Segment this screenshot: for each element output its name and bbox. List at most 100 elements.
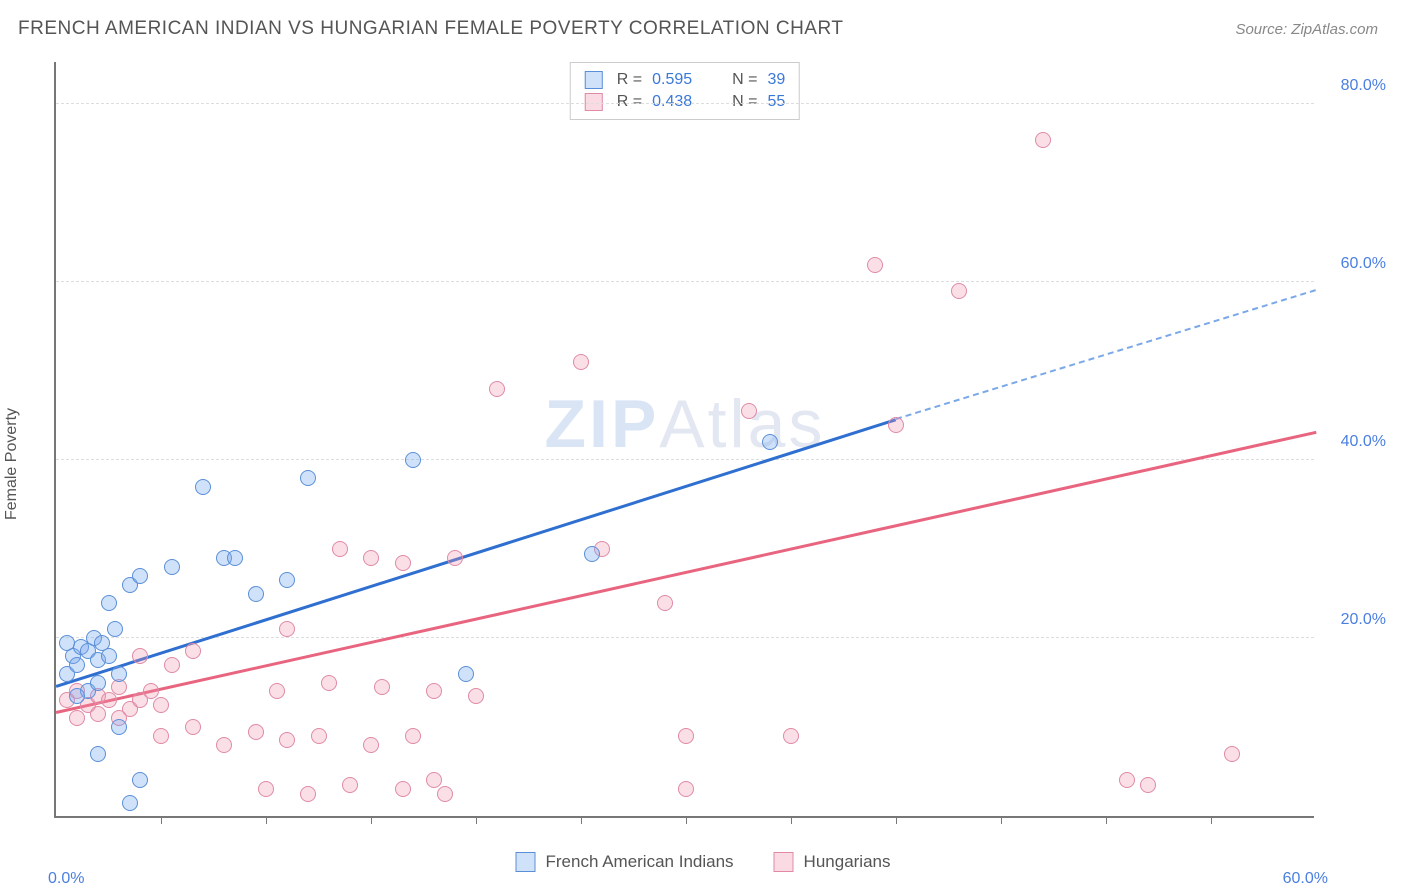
data-point	[101, 692, 117, 708]
data-point	[153, 728, 169, 744]
data-point	[185, 719, 201, 735]
data-point	[300, 470, 316, 486]
data-point	[741, 403, 757, 419]
data-point	[332, 541, 348, 557]
data-point	[1035, 132, 1051, 148]
x-tick	[896, 816, 897, 824]
n-label: N =	[732, 93, 757, 111]
data-point	[248, 586, 264, 602]
data-point	[447, 550, 463, 566]
data-point	[69, 710, 85, 726]
swatch-blue	[516, 852, 536, 872]
data-point	[164, 657, 180, 673]
data-point	[426, 683, 442, 699]
x-tick	[1106, 816, 1107, 824]
data-point	[258, 781, 274, 797]
data-point	[90, 706, 106, 722]
data-point	[101, 648, 117, 664]
r-value-1: 0.595	[652, 71, 708, 89]
r-label: R =	[617, 93, 642, 111]
data-point	[59, 635, 75, 651]
data-point	[279, 572, 295, 588]
data-point	[405, 728, 421, 744]
data-point	[374, 679, 390, 695]
swatch-pink	[585, 93, 603, 111]
data-point	[783, 728, 799, 744]
x-tick	[1211, 816, 1212, 824]
data-point	[90, 675, 106, 691]
x-tick	[1001, 816, 1002, 824]
x-max-label: 60.0%	[1283, 870, 1328, 888]
data-point	[311, 728, 327, 744]
n-value-2: 55	[767, 93, 785, 111]
legend-row-series1: R = 0.595 N = 39	[585, 69, 785, 91]
data-point	[395, 555, 411, 571]
data-point	[678, 781, 694, 797]
legend-item-1: French American Indians	[516, 852, 734, 872]
data-point	[489, 381, 505, 397]
trend-line	[896, 289, 1317, 420]
data-point	[951, 283, 967, 299]
data-point	[132, 648, 148, 664]
y-tick-label: 80.0%	[1341, 77, 1386, 95]
x-min-label: 0.0%	[48, 870, 84, 888]
x-tick	[686, 816, 687, 824]
data-point	[90, 746, 106, 762]
data-point	[111, 719, 127, 735]
n-label: N =	[732, 71, 757, 89]
data-point	[300, 786, 316, 802]
y-tick-label: 20.0%	[1341, 611, 1386, 629]
data-point	[69, 657, 85, 673]
data-point	[195, 479, 211, 495]
x-tick	[161, 816, 162, 824]
y-axis-label: Female Poverty	[3, 408, 21, 520]
source-attribution: Source: ZipAtlas.com	[1235, 21, 1378, 38]
r-label: R =	[617, 71, 642, 89]
gridline	[56, 459, 1314, 460]
data-point	[132, 772, 148, 788]
data-point	[1119, 772, 1135, 788]
data-point	[342, 777, 358, 793]
legend-label-1: French American Indians	[546, 852, 734, 872]
data-point	[1224, 746, 1240, 762]
trend-line	[56, 431, 1317, 714]
y-tick-label: 60.0%	[1341, 255, 1386, 273]
x-tick	[266, 816, 267, 824]
gridline	[56, 281, 1314, 282]
data-point	[216, 737, 232, 753]
plot-area: ZIPAtlas R = 0.595 N = 39 R = 0.438 N = …	[54, 62, 1314, 818]
data-point	[269, 683, 285, 699]
y-tick-label: 40.0%	[1341, 433, 1386, 451]
legend-label-2: Hungarians	[804, 852, 891, 872]
legend-item-2: Hungarians	[774, 852, 891, 872]
correlation-legend: R = 0.595 N = 39 R = 0.438 N = 55	[570, 62, 800, 120]
watermark-bold: ZIP	[545, 386, 660, 462]
watermark: ZIPAtlas	[545, 385, 826, 463]
data-point	[437, 786, 453, 802]
data-point	[248, 724, 264, 740]
data-point	[69, 688, 85, 704]
data-point	[468, 688, 484, 704]
x-tick	[581, 816, 582, 824]
data-point	[122, 795, 138, 811]
data-point	[153, 697, 169, 713]
data-point	[573, 354, 589, 370]
x-tick	[371, 816, 372, 824]
data-point	[164, 559, 180, 575]
data-point	[762, 434, 778, 450]
x-tick	[476, 816, 477, 824]
data-point	[888, 417, 904, 433]
series-legend: French American Indians Hungarians	[516, 852, 891, 872]
chart-title: FRENCH AMERICAN INDIAN VS HUNGARIAN FEMA…	[18, 18, 843, 40]
data-point	[101, 595, 117, 611]
data-point	[1140, 777, 1156, 793]
x-tick	[791, 816, 792, 824]
gridline	[56, 103, 1314, 104]
data-point	[279, 621, 295, 637]
n-value-1: 39	[767, 71, 785, 89]
data-point	[395, 781, 411, 797]
data-point	[678, 728, 694, 744]
data-point	[279, 732, 295, 748]
data-point	[458, 666, 474, 682]
data-point	[132, 568, 148, 584]
